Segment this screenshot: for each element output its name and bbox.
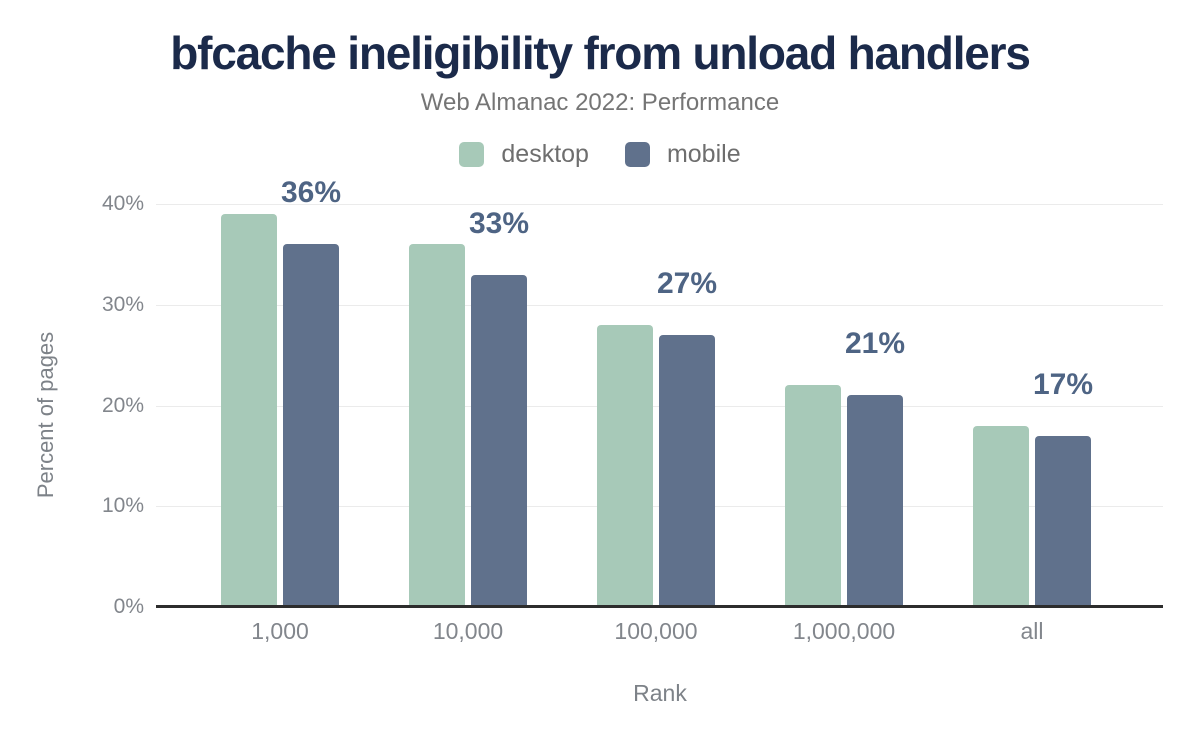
y-tick-label-20: 20% [101, 394, 144, 417]
gridline-40 [156, 204, 1163, 205]
x-tick-label-1,000: 1,000 [251, 618, 309, 644]
data-label-all: 17% [1032, 368, 1094, 401]
desktop-series-swatch-icon [459, 142, 485, 167]
bar-desktop-100,000[interactable] [597, 324, 653, 607]
chart-subtitle: Web Almanac 2022: Performance [420, 89, 780, 116]
bar-desktop-all[interactable] [973, 425, 1029, 607]
bar-desktop-10,000[interactable] [409, 244, 465, 607]
data-label-1,000,000: 21% [844, 327, 906, 360]
mobile-series-swatch-icon [624, 142, 650, 167]
y-tick-label-40: 40% [101, 192, 144, 215]
legend-item-mobile[interactable]: mobile [624, 140, 741, 169]
bar-desktop-1,000[interactable] [221, 214, 277, 607]
bar-mobile-all[interactable] [1035, 435, 1091, 607]
bar-mobile-10,000[interactable] [471, 274, 527, 607]
y-tick-label-0: 0% [113, 595, 144, 618]
gridline-30 [156, 305, 1163, 306]
x-tick-label-100,000: 100,000 [614, 618, 698, 644]
bar-mobile-1,000[interactable] [283, 244, 339, 607]
chart-title: bfcache ineligibility from unload handle… [170, 27, 1031, 79]
data-label-100,000: 27% [656, 267, 718, 300]
x-tick-label-1,000,000: 1,000,000 [792, 618, 896, 644]
legend: desktop mobile [0, 140, 1200, 169]
legend-label-mobile: mobile [666, 140, 741, 168]
x-axis-title: Rank [633, 680, 687, 706]
legend-item-desktop[interactable]: desktop [459, 140, 589, 169]
x-tick-label-10,000: 10,000 [432, 618, 504, 644]
bar-mobile-100,000[interactable] [659, 335, 715, 607]
bar-desktop-1,000,000[interactable] [785, 385, 841, 607]
bar-mobile-1,000,000[interactable] [847, 395, 903, 607]
x-axis-line [156, 605, 1163, 608]
x-tick-label-all: all [1020, 618, 1044, 644]
y-tick-label-30: 30% [101, 293, 144, 316]
legend-label-desktop: desktop [501, 140, 589, 168]
y-tick-label-10: 10% [101, 494, 144, 517]
data-label-1,000: 36% [280, 176, 342, 209]
data-label-10,000: 33% [468, 207, 530, 240]
